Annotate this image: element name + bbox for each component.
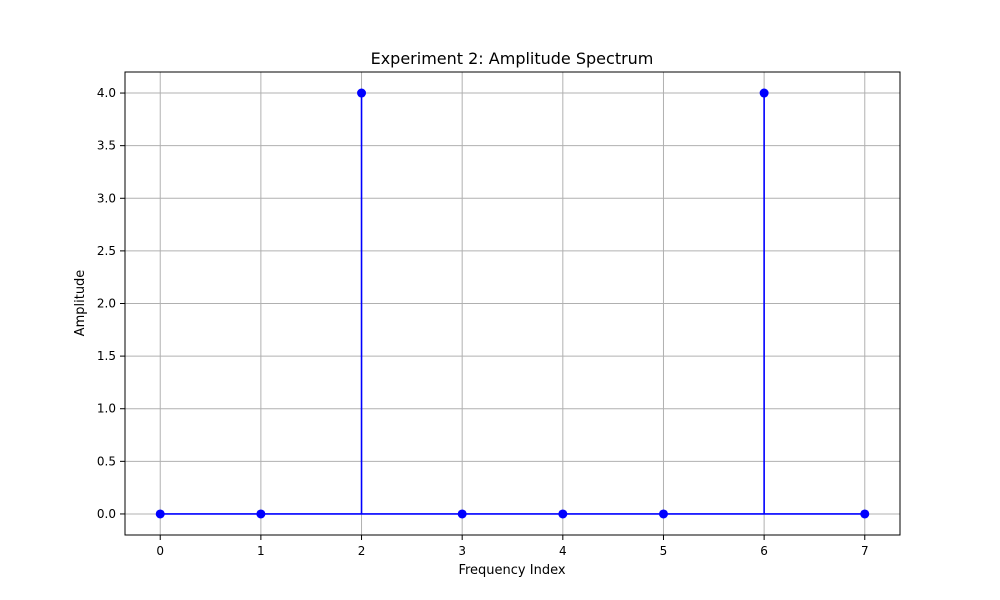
y-tick-label: 3.5 (97, 139, 116, 153)
stem-marker (759, 88, 769, 98)
y-tick-label: 2.5 (97, 244, 116, 258)
x-axis-label: Frequency Index (458, 563, 565, 578)
chart-title: Experiment 2: Amplitude Spectrum (371, 49, 654, 68)
y-tick-label: 1.5 (97, 349, 116, 363)
y-axis-label: Amplitude (73, 270, 88, 337)
stem-marker (357, 88, 367, 98)
stem-marker (155, 509, 165, 519)
y-tick-label: 0.5 (97, 454, 116, 468)
x-tick-label: 6 (760, 544, 768, 558)
stem-marker (860, 509, 870, 519)
x-tick-label: 3 (458, 544, 466, 558)
stem-marker (256, 509, 266, 519)
x-tick-label: 4 (559, 544, 567, 558)
axis-ticks: 0 1 2 3 4 5 6 7 0.0 0.5 1.0 1.5 2.0 2.5 3.0 3.5 4.0 (97, 86, 869, 558)
x-tick-label: 5 (660, 544, 668, 558)
stem-marker (558, 509, 568, 519)
grid-lines (125, 72, 900, 535)
y-tick-label: 4.0 (97, 86, 116, 100)
y-tick-label: 1.0 (97, 402, 116, 416)
x-tick-label: 7 (861, 544, 869, 558)
stem-series (155, 88, 870, 519)
y-tick-label: 0.0 (97, 507, 116, 521)
y-tick-label: 3.0 (97, 191, 116, 205)
x-tick-label: 2 (358, 544, 366, 558)
x-tick-label: 1 (257, 544, 265, 558)
stem-marker (658, 509, 668, 519)
stem-marker (457, 509, 467, 519)
x-tick-label: 0 (156, 544, 164, 558)
y-tick-label: 2.0 (97, 297, 116, 311)
